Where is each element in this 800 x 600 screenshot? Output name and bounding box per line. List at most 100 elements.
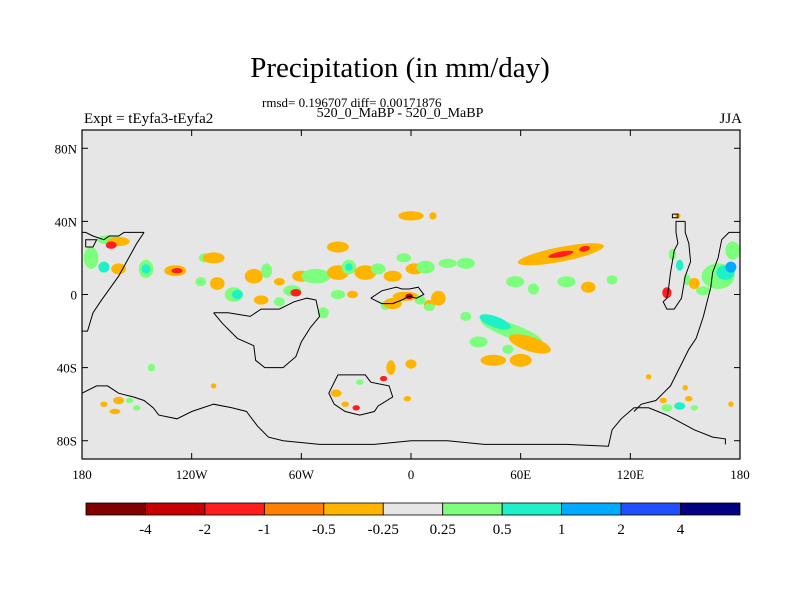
anomaly-patch-24 xyxy=(301,268,331,284)
anomaly-patch-96 xyxy=(685,396,693,402)
anomaly-patch-9 xyxy=(171,268,183,274)
anomaly-patch-86 xyxy=(330,389,342,397)
anomaly-patch-41 xyxy=(396,253,412,263)
colorbar-label-1: -2 xyxy=(199,522,212,538)
anomaly-patch-72 xyxy=(688,278,700,289)
coastline-2 xyxy=(328,374,394,416)
anomaly-patch-95 xyxy=(659,397,667,404)
coastline-5 xyxy=(662,220,692,310)
anomaly-patch-29 xyxy=(354,265,377,280)
anomaly-patch-3 xyxy=(83,246,99,269)
anomaly-patch-11 xyxy=(202,252,225,264)
longitude-axis: 180 120W 60W 0 60E 120E 180 xyxy=(72,130,750,482)
anomaly-patch-33 xyxy=(347,290,358,299)
anomaly-patch-79 xyxy=(100,401,108,407)
precip-anomaly-contours xyxy=(83,211,740,415)
y-tick-label-2: 0 xyxy=(71,288,78,303)
colorbar-swatch-8 xyxy=(561,502,622,516)
colorbar-label-9: 4 xyxy=(677,522,685,538)
anomaly-patch-32 xyxy=(330,289,346,300)
x-tick-label-5: 120E xyxy=(617,467,645,482)
coastline-8 xyxy=(85,239,98,248)
colorbar-label-0: -4 xyxy=(139,522,152,538)
anomaly-patch-82 xyxy=(133,405,141,411)
colorbar-label-4: -0.25 xyxy=(368,522,399,538)
anomaly-patch-48 xyxy=(460,311,472,321)
anomaly-patch-53 xyxy=(502,344,514,354)
rmsd-diff-stats: rmsd= 0.196707 diff= 0.00171876 xyxy=(262,95,442,110)
latitude-axis: 80N 40N 0 40S 80S xyxy=(55,141,740,449)
anomaly-patch-94 xyxy=(674,402,686,410)
anomaly-patch-58 xyxy=(398,211,424,221)
anomaly-patch-89 xyxy=(356,379,364,385)
anomaly-patch-20 xyxy=(290,289,302,297)
anomaly-patch-31 xyxy=(383,270,402,282)
anomaly-patch-63 xyxy=(506,276,525,288)
anomaly-patch-92 xyxy=(645,374,652,380)
anomaly-patch-90 xyxy=(379,375,388,382)
anomaly-patch-66 xyxy=(581,281,596,293)
anomaly-patch-13 xyxy=(210,277,225,290)
colorbar-swatch-9 xyxy=(620,502,681,516)
anomaly-patch-5 xyxy=(111,263,126,275)
y-tick-label-1: 40N xyxy=(55,214,78,229)
y-tick-label-0: 80N xyxy=(55,141,78,156)
anomaly-patch-57 xyxy=(405,359,417,369)
plot-title: Precipitation (in mm/day) xyxy=(250,52,550,84)
anomaly-patch-76 xyxy=(725,261,737,273)
anomaly-patch-30 xyxy=(370,263,386,275)
anomaly-patch-81 xyxy=(125,397,134,404)
anomaly-patch-18 xyxy=(261,263,273,279)
colorbar-swatch-2 xyxy=(204,502,265,516)
colorbar-label-2: -1 xyxy=(258,522,271,538)
coastline-4 xyxy=(82,385,726,447)
anomaly-patch-97 xyxy=(690,405,698,411)
experiment-label: Expt = tEyfa3-tEyfa2 xyxy=(84,111,214,127)
anomaly-patch-56 xyxy=(386,360,396,375)
anomaly-patch-87 xyxy=(341,401,349,407)
anomaly-patch-99 xyxy=(728,401,734,407)
anomaly-patch-4 xyxy=(98,261,110,273)
colorbar-label-7: 1 xyxy=(558,522,566,538)
colorbar-swatch-5 xyxy=(382,502,444,516)
colorbar-label-5: 0.25 xyxy=(430,522,456,538)
anomaly-patch-67 xyxy=(606,275,618,285)
anomaly-patch-78 xyxy=(696,286,711,296)
coastline-1 xyxy=(213,297,321,369)
anomaly-patch-55 xyxy=(480,354,507,366)
x-tick-label-0: 180 xyxy=(72,467,92,482)
anomaly-patch-22 xyxy=(273,278,285,286)
anomaly-patch-52 xyxy=(469,336,488,348)
anomaly-patch-43 xyxy=(416,260,435,274)
coastlines xyxy=(82,213,740,447)
anomaly-patch-7 xyxy=(141,264,151,274)
anomaly-patch-28 xyxy=(326,241,349,253)
anomaly-patch-77 xyxy=(725,241,740,260)
x-tick-label-3: 0 xyxy=(408,467,415,482)
anomaly-patch-34 xyxy=(317,307,329,319)
anomaly-patch-16 xyxy=(244,268,263,284)
colorbar-swatch-3 xyxy=(263,502,325,516)
anomaly-patch-51 xyxy=(508,334,551,354)
anomaly-patch-21 xyxy=(273,297,285,307)
y-tick-label-4: 80S xyxy=(57,434,77,449)
colorbar-swatch-4 xyxy=(323,502,384,516)
x-tick-label-1: 120W xyxy=(176,467,209,482)
anomaly-patch-71 xyxy=(662,287,672,299)
anomaly-patch-91 xyxy=(403,396,411,402)
anomaly-patch-2 xyxy=(105,241,117,249)
anomaly-patch-61 xyxy=(548,250,574,258)
anomaly-patch-64 xyxy=(528,283,539,295)
anomaly-patch-80 xyxy=(113,396,125,405)
anomaly-patch-45 xyxy=(456,257,475,269)
colorbar-swatch-0 xyxy=(85,502,146,516)
colorbar-swatch-1 xyxy=(145,502,206,516)
anomaly-patch-88 xyxy=(352,405,360,411)
anomaly-patch-62 xyxy=(579,245,591,252)
colorbar-swatch-7 xyxy=(501,502,563,516)
x-tick-label-6: 180 xyxy=(730,467,750,482)
x-tick-label-4: 60E xyxy=(510,467,531,482)
anomaly-patch-15 xyxy=(231,289,243,300)
anomaly-patch-37 xyxy=(392,291,419,301)
